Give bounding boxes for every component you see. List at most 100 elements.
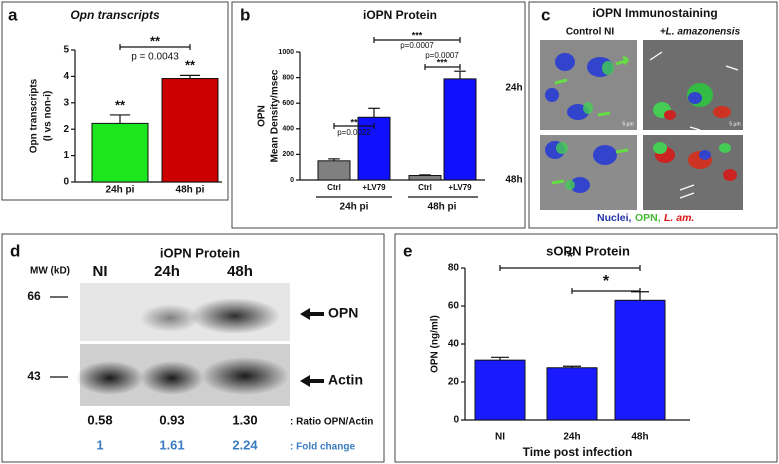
- bar: [161, 78, 219, 183]
- x-tick-label: Ctrl: [418, 183, 432, 192]
- x-tick-label: +LV79: [362, 183, 386, 192]
- y-tick-label: 40: [448, 339, 460, 350]
- y-axis-label: OPN: [257, 105, 268, 127]
- chart-title: Opn transcripts: [70, 8, 160, 22]
- bar: [474, 359, 526, 421]
- lane-label: NI: [93, 263, 108, 280]
- band: [140, 304, 200, 332]
- western-blot: d iOPN Protein MW (kD) NI 24h 48h 66 43 …: [10, 241, 373, 452]
- annotation: **: [115, 97, 126, 112]
- column-label: +L. amazonensis: [660, 27, 741, 38]
- scale-label: 5 µm: [622, 121, 633, 127]
- panel-frame: [394, 233, 778, 463]
- y-tick-label: 200: [282, 151, 294, 158]
- band: [201, 357, 289, 395]
- chart-title: iOPN Protein: [363, 8, 437, 22]
- band: [140, 361, 204, 395]
- row-label: 48h: [505, 175, 522, 186]
- panel-letter: e: [403, 241, 412, 260]
- panel-frame: [231, 1, 526, 229]
- x-tick-label: Ctrl: [327, 183, 341, 192]
- panel-letter: c: [541, 5, 550, 24]
- y-tick-label: 2: [63, 124, 69, 135]
- annotation: *: [567, 249, 574, 266]
- marker-label: 66: [27, 289, 41, 303]
- column-label: Control NI: [566, 27, 615, 38]
- panel-frame: [1, 233, 385, 463]
- band-label: OPN: [328, 305, 358, 321]
- band-label: Actin: [328, 372, 363, 388]
- bar: [614, 299, 666, 421]
- band: [76, 361, 144, 395]
- ratio-label: : Ratio OPN/Actin: [290, 417, 373, 428]
- y-axis-label: Mean Density/msec: [270, 69, 281, 162]
- bar: [317, 160, 351, 181]
- immunostaining: c iOPN Immunostaining Control NI +L. ama…: [505, 5, 743, 224]
- marker-label: 43: [27, 369, 41, 383]
- annotation: ***: [437, 57, 448, 67]
- y-axis-label: OPN (ng/ml): [430, 315, 441, 373]
- fold-label: : Fold change: [290, 442, 355, 453]
- annotation: **: [150, 33, 161, 48]
- y-tick-label: 3: [63, 97, 69, 108]
- y-tick-label: 600: [282, 100, 294, 107]
- y-tick-label: 4: [63, 71, 69, 82]
- x-tick-label: 48h pi: [176, 185, 205, 196]
- x-tick-label: 24h pi: [106, 185, 135, 196]
- fold-change: 1.61: [159, 437, 184, 452]
- arrow: [300, 308, 324, 320]
- row-label: 24h: [505, 83, 522, 94]
- arrow: [300, 375, 324, 387]
- cells: [545, 51, 739, 199]
- bar: [443, 78, 477, 181]
- panel-letter: d: [10, 241, 20, 260]
- ratio: 0.93: [159, 412, 184, 427]
- ratio: 0.58: [87, 412, 112, 427]
- panel-title: iOPN Protein: [160, 245, 240, 260]
- x-tick-label: 24h: [563, 432, 580, 443]
- annotation: *: [603, 273, 610, 290]
- mw-label: MW (kD): [30, 266, 70, 277]
- legend-entry: Nuclei,: [597, 212, 632, 224]
- y-axis-label: (I vs non-i): [43, 91, 54, 142]
- group-label: 24h pi: [340, 202, 369, 213]
- panel-letter: a: [8, 5, 18, 24]
- x-tick-label: +LV79: [448, 183, 472, 192]
- panel-frame: [1, 1, 229, 201]
- panel-frame: [528, 1, 778, 229]
- y-tick-label: 0: [63, 177, 69, 188]
- bar: [91, 122, 149, 183]
- micrograph: [540, 40, 637, 130]
- legend-entry: OPN,: [635, 212, 661, 224]
- lane-label: 24h: [154, 263, 180, 280]
- legend-entry: L. am.: [664, 212, 694, 224]
- annotation: **: [185, 57, 196, 72]
- chart-title: sOPN Protein: [546, 243, 630, 258]
- panel-letter: b: [240, 5, 250, 24]
- y-tick-label: 80: [448, 263, 460, 274]
- y-tick-label: 60: [448, 301, 460, 312]
- y-tick-label: 1000: [278, 49, 294, 56]
- x-tick-label: NI: [495, 432, 505, 443]
- y-tick-label: 5: [63, 45, 69, 56]
- annotation: ***: [412, 30, 423, 40]
- x-tick-label: 48h: [631, 432, 648, 443]
- panel-title: iOPN Immunostaining: [592, 6, 717, 20]
- fold-change: 2.24: [232, 437, 258, 452]
- x-axis-label: Time post infection: [523, 445, 633, 459]
- scale-label: 5 µm: [729, 121, 740, 127]
- y-tick-label: 400: [282, 126, 294, 133]
- annotation: p = 0.0043: [131, 52, 179, 63]
- bar: [546, 367, 598, 421]
- y-tick-label: 1: [63, 150, 69, 161]
- annotation: p=0.0007: [425, 51, 459, 60]
- y-tick-label: 0: [290, 177, 294, 184]
- y-axis-label: Opn transcripts: [29, 78, 40, 153]
- ratio: 1.30: [232, 412, 257, 427]
- y-tick-label: 20: [448, 377, 460, 388]
- bar: [408, 175, 442, 181]
- group-label: 48h pi: [428, 202, 457, 213]
- annotation: **: [350, 117, 358, 127]
- annotation: p=0.0007: [400, 41, 434, 50]
